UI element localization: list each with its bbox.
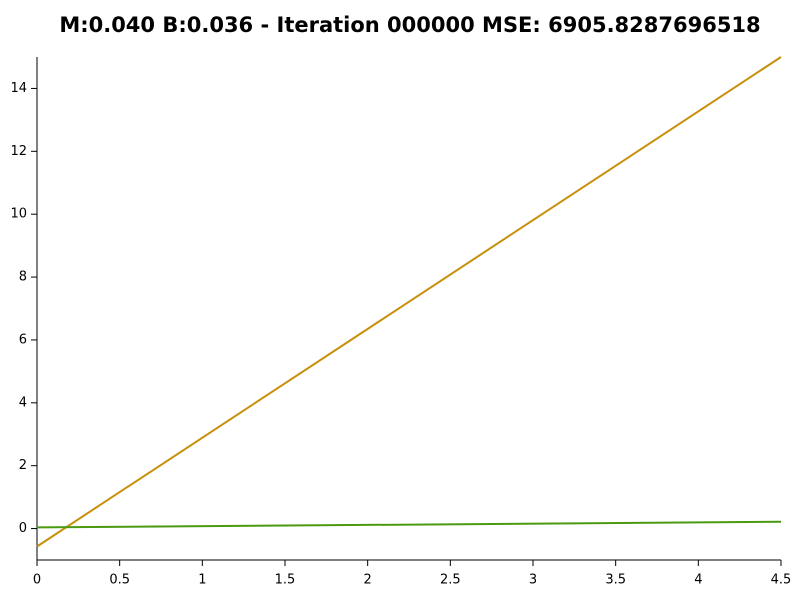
y-tick-label: 14 (10, 81, 27, 96)
x-tick-label: 1 (198, 573, 206, 588)
y-tick-label: 0 (19, 521, 27, 536)
x-tick-label: 1.5 (275, 573, 296, 588)
y-tick-label: 12 (10, 144, 27, 159)
series-line (36, 520, 782, 529)
y-tick-label: 8 (19, 270, 27, 285)
x-tick-label: 0.5 (109, 573, 130, 588)
x-tick-label: 0 (33, 573, 41, 588)
x-tick-label: 3.5 (605, 573, 626, 588)
y-tick-label: 4 (19, 395, 27, 410)
x-tick-label: 4.5 (771, 573, 792, 588)
y-tick-label: 2 (19, 458, 27, 473)
x-tick-label: 2 (364, 573, 372, 588)
series-line (36, 56, 782, 548)
chart-title: M:0.040 B:0.036 - Iteration 000000 MSE: … (59, 13, 760, 37)
y-tick-label: 10 (10, 207, 27, 222)
x-tick-label: 4 (694, 573, 702, 588)
x-tick-label: 2.5 (440, 573, 461, 588)
y-tick-label: 6 (19, 332, 27, 347)
x-tick-label: 3 (529, 573, 537, 588)
